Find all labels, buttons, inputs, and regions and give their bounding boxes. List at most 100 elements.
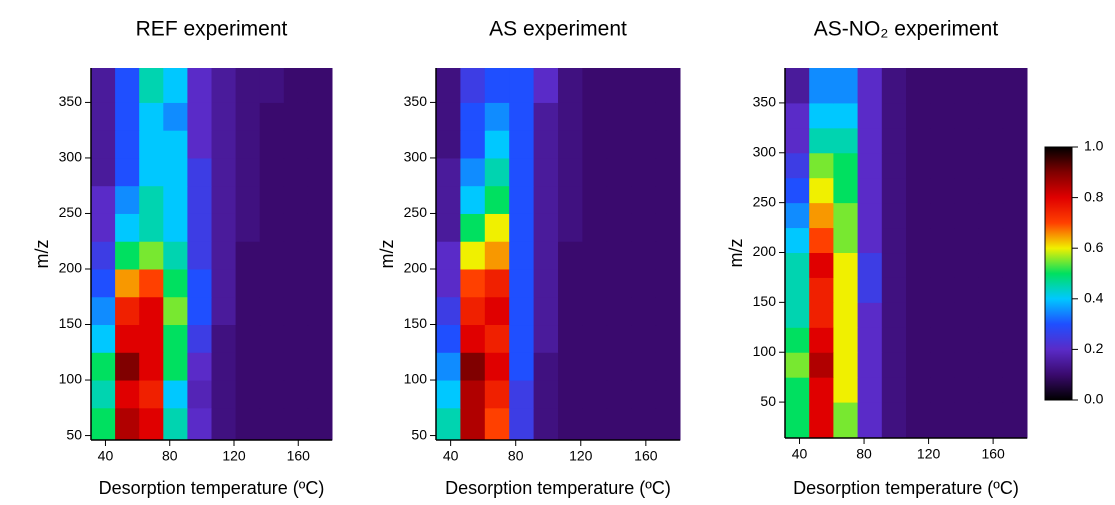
heatmap-cell: [558, 157, 583, 187]
heatmap-cell: [978, 152, 1004, 179]
heatmap-cell: [930, 277, 955, 303]
heatmap-cell: [606, 241, 632, 270]
heatmap-cell: [655, 102, 681, 131]
heatmap-cell: [631, 352, 657, 381]
heatmap-cell: [460, 130, 486, 159]
heatmap-cell: [809, 68, 834, 104]
y-tick-label: 250: [59, 204, 83, 220]
y-tick-label: 200: [404, 260, 428, 276]
heatmap-cell: [930, 252, 955, 278]
chart-title: AS experiment: [489, 18, 627, 41]
heatmap-cell: [582, 185, 608, 214]
heatmap-cell: [655, 352, 681, 381]
heatmap-cell: [881, 252, 907, 278]
heatmap-cell: [163, 157, 188, 187]
heatmap-cell: [115, 157, 140, 187]
heatmap-cell: [606, 213, 632, 242]
y-tick-label: 150: [753, 293, 777, 309]
heatmap-cell: [460, 380, 486, 409]
heatmap-cell: [809, 402, 834, 439]
heatmap-cell: [187, 324, 212, 353]
heatmap-cell: [906, 302, 931, 328]
heatmap-cell: [606, 324, 632, 353]
heatmap-cell: [606, 157, 632, 187]
heatmap-cell: [881, 102, 907, 129]
heatmap-cell: [139, 102, 164, 131]
colorbar-tick-label: 0.8: [1084, 188, 1104, 204]
heatmap-cell: [436, 407, 461, 441]
heatmap-cell: [484, 157, 510, 187]
x-tick-label: 120: [917, 446, 941, 462]
colorbar-tick-label: 0.4: [1084, 290, 1104, 306]
heatmap-cell: [809, 327, 834, 353]
heatmap-cell: [785, 402, 810, 439]
heatmap-cell: [558, 407, 583, 441]
heatmap-cell: [460, 296, 486, 326]
heatmap-cell: [307, 241, 333, 270]
heatmap-cell: [954, 377, 980, 403]
heatmap-cell: [906, 68, 931, 104]
heatmap-cell: [235, 380, 261, 409]
heatmap-cell: [91, 352, 116, 381]
x-tick-label: 120: [222, 448, 246, 464]
heatmap-cell: [163, 268, 188, 298]
heatmap-cell: [833, 377, 859, 403]
heatmap-cell: [139, 213, 164, 242]
heatmap-cell: [906, 402, 931, 439]
heatmap-cell: [187, 352, 212, 381]
heatmap-cell: [1002, 127, 1028, 154]
heatmap-cell: [283, 185, 309, 214]
heatmap-cell: [631, 407, 657, 441]
heatmap-cell: [259, 407, 285, 441]
heatmap-cell: [259, 296, 285, 326]
heatmap-cell: [978, 102, 1004, 129]
heatmap-cell: [139, 324, 164, 353]
heatmap-cell: [115, 380, 140, 409]
heatmap-cell: [881, 127, 907, 154]
heatmap-cell: [307, 296, 333, 326]
heatmap-cell: [211, 296, 237, 326]
heatmap-cell: [631, 296, 657, 326]
heatmap-cell: [582, 380, 608, 409]
colorbar-tick-label: 0.6: [1084, 239, 1104, 255]
heatmap-cell: [906, 252, 931, 278]
heatmap-cell: [582, 407, 608, 441]
x-tick-label: 80: [856, 446, 872, 462]
heatmap-cell: [978, 302, 1004, 328]
heatmap-cell: [954, 402, 980, 439]
heatmap-cell: [954, 127, 980, 154]
heatmap-cell: [582, 268, 608, 298]
heatmap-cell: [809, 352, 834, 378]
heatmap-cell: [1002, 277, 1028, 303]
heatmap-cell: [484, 213, 510, 242]
heatmap-cell: [283, 407, 309, 441]
heatmap-cell: [139, 68, 164, 103]
heatmap-cell: [978, 227, 1004, 254]
heatmap-cell: [235, 157, 261, 187]
x-tick-label: 80: [162, 448, 178, 464]
heatmap-cell: [509, 380, 535, 409]
heatmap-cell: [631, 185, 657, 214]
heatmap-cell: [163, 407, 188, 441]
heatmap-cell: [582, 68, 608, 103]
heatmap-cell: [509, 157, 535, 187]
heatmap-cell: [235, 268, 261, 298]
heatmap-cell: [484, 185, 510, 214]
heatmap-cell: [283, 296, 309, 326]
heatmap-cell: [582, 213, 608, 242]
heatmap-cell: [460, 324, 486, 353]
heatmap-cell: [978, 177, 1004, 204]
heatmap-cell: [533, 268, 559, 298]
heatmap-cell: [533, 185, 559, 214]
heatmap-cell: [785, 152, 810, 179]
heatmap-cell: [283, 213, 309, 242]
heatmap-cell: [833, 102, 859, 129]
heatmap-cell: [558, 130, 583, 159]
heatmap-cell: [857, 202, 883, 229]
heatmap-cell: [211, 352, 237, 381]
heatmap-cell: [91, 241, 116, 270]
heatmap-cell: [582, 157, 608, 187]
heatmap-cell: [259, 213, 285, 242]
heatmap-cell: [606, 407, 632, 441]
y-tick-label: 250: [404, 204, 428, 220]
